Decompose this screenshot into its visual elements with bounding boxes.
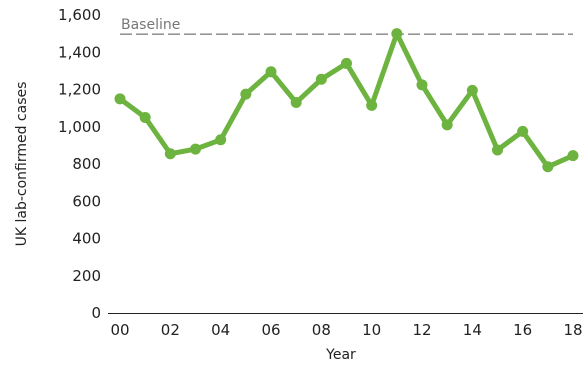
data-point: [215, 134, 227, 146]
data-point: [466, 84, 478, 96]
data-point: [114, 93, 126, 105]
data-point: [139, 111, 151, 123]
data-point: [290, 97, 302, 109]
data-point: [391, 28, 403, 40]
data-point: [190, 143, 201, 155]
data-point: [492, 144, 503, 156]
y-axis-tick-labels: 0 200 400 600 800 1,000 1,200 1,400 1,600: [58, 6, 101, 322]
data-point: [517, 125, 529, 137]
y-axis-title: UK lab-confirmed cases: [14, 82, 30, 247]
y-tick-label: 0: [91, 304, 101, 322]
y-tick-label: 1,200: [58, 81, 101, 99]
y-tick-label: 400: [72, 230, 101, 248]
x-axis-tick-labels: 00 02 04 06 08 10 12 14 16 18: [110, 321, 582, 339]
x-tick-label: 18: [563, 321, 582, 339]
x-tick-label: 06: [261, 321, 280, 339]
data-point: [341, 57, 352, 69]
data-point: [240, 88, 252, 100]
y-tick-label: 600: [72, 192, 101, 210]
baseline-reference: Baseline: [120, 17, 573, 35]
data-point: [416, 79, 428, 91]
x-tick-label: 08: [312, 321, 331, 339]
x-tick-label: 10: [362, 321, 381, 339]
data-point: [542, 161, 554, 173]
series-group: [114, 28, 579, 173]
y-tick-label: 1,000: [58, 118, 101, 136]
data-point: [164, 148, 176, 160]
data-point: [441, 119, 453, 131]
data-point: [366, 99, 378, 111]
data-point: [265, 66, 277, 78]
data-point: [567, 150, 579, 162]
x-tick-label: 04: [211, 321, 230, 339]
x-tick-label: 12: [412, 321, 431, 339]
baseline-label: Baseline: [121, 17, 180, 33]
y-tick-label: 200: [72, 267, 101, 285]
data-point: [315, 73, 327, 85]
x-tick-label: 16: [513, 321, 532, 339]
x-tick-label: 00: [110, 321, 129, 339]
y-tick-label: 800: [72, 155, 101, 173]
x-tick-label: 02: [161, 321, 180, 339]
series-line: [117, 31, 576, 170]
x-tick-label: 14: [463, 321, 482, 339]
y-tick-label: 1,600: [58, 6, 101, 24]
x-axis-title: Year: [325, 347, 356, 363]
y-tick-label: 1,400: [58, 43, 101, 61]
